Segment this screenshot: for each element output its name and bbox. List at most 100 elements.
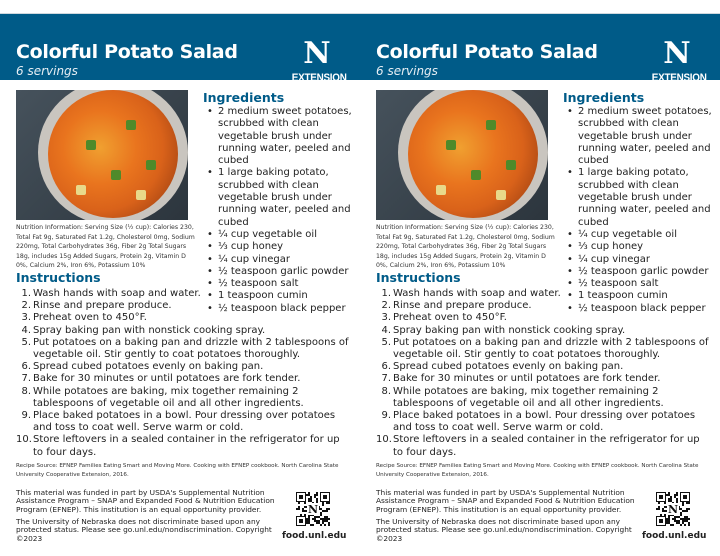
qr-code[interactable]: N (296, 492, 330, 527)
ingredient-item: ½ teaspoon garlic powder (563, 266, 713, 279)
step-text: Bake for 30 minutes or until potatoes ar… (33, 373, 301, 385)
step-number: 6. (381, 361, 391, 373)
instruction-step: 1. Wash hands with soap and water. (16, 288, 352, 300)
step-number: 2. (381, 300, 391, 312)
nutrition-info: Nutrition Information: Serving Size (½ c… (376, 224, 555, 270)
step-number: 7. (381, 373, 391, 385)
ingredients-list: 2 medium sweet potatoes, scrubbed with c… (563, 106, 713, 315)
step-number: 9. (381, 410, 391, 422)
step-number: 4. (381, 324, 391, 336)
nebraska-n-logo: N (303, 36, 331, 71)
step-text: Store leftovers in a sealed container in… (393, 434, 700, 458)
ingredient-item: ¼ cup vegetable oil (203, 229, 353, 242)
step-number: 10. (16, 434, 32, 446)
step-number: 3. (381, 312, 391, 324)
ingredient-item: ⅓ cup honey (563, 241, 713, 254)
recipe-title: Colorful Potato Salad (16, 41, 238, 63)
instruction-step: 9. Place baked potatoes in a bowl. Pour d… (16, 410, 352, 434)
servings: 6 servings (376, 64, 438, 78)
header-band: Colorful Potato Salad 6 servings N EXTEN… (360, 13, 720, 84)
step-text: Spray baking pan with nonstick cooking s… (33, 324, 266, 336)
instruction-step: 2. Rinse and prepare produce. (16, 300, 352, 312)
step-text: Spray baking pan with nonstick cooking s… (393, 324, 626, 336)
instruction-step: 3. Preheat oven to 450°F. (16, 312, 352, 324)
step-text: Spread cubed potatoes evenly on baking p… (33, 361, 264, 373)
svg-text:N: N (308, 503, 318, 516)
recipe-source: Recipe Source: EFNEP Families Eating Sma… (16, 463, 339, 478)
ingredient-item: 1 large baking potato, scrubbed with cle… (203, 167, 353, 228)
instruction-step: 6. Spread cubed potatoes evenly on baking… (376, 361, 712, 373)
step-text: Place baked potatoes in a bowl. Pour dre… (33, 410, 336, 434)
step-number: 5. (381, 336, 391, 348)
instruction-step: 5. Put potatoes on a baking pan and drizz… (376, 337, 712, 361)
step-number: 1. (21, 288, 31, 299)
instruction-step: 10. Store leftovers in a sealed container… (16, 434, 352, 458)
step-number: 5. (21, 336, 31, 348)
ingredients-heading: Ingredients (203, 90, 285, 105)
funding-statement: This material was funded in part by USDA… (16, 488, 275, 514)
nondiscrimination-statement: The University of Nebraska does not disc… (376, 517, 632, 543)
potato-salad-photo (16, 90, 188, 220)
step-number: 8. (381, 385, 391, 397)
instructions-list: 1. Wash hands with soap and water. 2. Rinse… (16, 288, 352, 459)
step-text: Wash hands with soap and water. (393, 288, 561, 299)
instructions-heading: Instructions (16, 270, 101, 285)
ingredients-list: 2 medium sweet potatoes, scrubbed with c… (203, 106, 353, 315)
potato-salad-photo (376, 90, 548, 220)
step-text: While potatoes are baking, mix together … (393, 385, 664, 409)
website-link[interactable]: food.unl.edu (282, 531, 347, 541)
ingredient-item: 1 teaspoon cumin (563, 290, 713, 303)
ingredient-item: ¼ cup vinegar (563, 254, 713, 267)
step-text: Store leftovers in a sealed container in… (33, 434, 340, 458)
instruction-step: 6. Spread cubed potatoes evenly on baking… (16, 361, 352, 373)
step-number: 3. (21, 312, 31, 324)
step-text: Preheat oven to 450°F. (33, 312, 147, 324)
ingredient-item: 2 medium sweet potatoes, scrubbed with c… (563, 106, 713, 167)
ingredient-item: ½ teaspoon salt (203, 278, 353, 291)
step-text: Place baked potatoes in a bowl. Pour dre… (393, 410, 696, 434)
recipe-source: Recipe Source: EFNEP Families Eating Sma… (376, 463, 699, 478)
instruction-step: 10. Store leftovers in a sealed container… (376, 434, 712, 458)
instruction-step: 4. Spray baking pan with nonstick cooking… (376, 325, 712, 337)
instruction-step: 4. Spray baking pan with nonstick cooking… (16, 325, 352, 337)
ingredients-heading: Ingredients (563, 90, 645, 105)
step-text: Rinse and prepare produce. (33, 300, 172, 312)
step-text: Preheat oven to 450°F. (393, 312, 507, 324)
qr-code[interactable]: N (656, 492, 690, 527)
ingredient-item: ½ teaspoon black pepper (563, 303, 713, 316)
step-text: Put potatoes on a baking pan and drizzle… (393, 336, 709, 361)
website-link[interactable]: food.unl.edu (642, 531, 707, 541)
instructions-list: 1. Wash hands with soap and water. 2. Rinse… (376, 288, 712, 459)
recipe-card-right: Colorful Potato Salad 6 servings N EXTEN… (360, 0, 720, 556)
instruction-step: 5. Put potatoes on a baking pan and drizz… (16, 337, 352, 361)
instruction-step: 8. While potatoes are baking, mix togethe… (16, 386, 352, 410)
servings: 6 servings (16, 64, 78, 78)
funding-statement: This material was funded in part by USDA… (376, 488, 635, 514)
step-number: 9. (21, 410, 31, 422)
instruction-step: 2. Rinse and prepare produce. (376, 300, 712, 312)
step-number: 7. (21, 373, 31, 385)
ingredient-item: ½ teaspoon black pepper (203, 303, 353, 316)
svg-text:N: N (668, 503, 678, 516)
step-number: 4. (21, 324, 31, 336)
extension-logo-text: EXTENSION (291, 72, 347, 84)
instructions-heading: Instructions (376, 270, 461, 285)
step-text: Spread cubed potatoes evenly on baking p… (393, 361, 624, 373)
step-number: 8. (21, 385, 31, 397)
step-text: Put potatoes on a baking pan and drizzle… (33, 336, 349, 361)
instruction-step: 8. While potatoes are baking, mix togethe… (376, 386, 712, 410)
step-text: Bake for 30 minutes or until potatoes ar… (393, 373, 661, 385)
recipe-card-left: Colorful Potato Salad 6 servings N EXTEN… (0, 0, 360, 556)
extension-logo-text: EXTENSION (651, 72, 707, 84)
instruction-step: 1. Wash hands with soap and water. (376, 288, 712, 300)
step-number: 6. (21, 361, 31, 373)
step-text: Wash hands with soap and water. (33, 288, 201, 299)
ingredient-item: ½ teaspoon salt (563, 278, 713, 291)
step-text: While potatoes are baking, mix together … (33, 385, 304, 409)
nondiscrimination-statement: The University of Nebraska does not disc… (16, 517, 272, 543)
ingredient-item: ⅓ cup honey (203, 241, 353, 254)
ingredient-item: 2 medium sweet potatoes, scrubbed with c… (203, 106, 353, 167)
ingredient-item: ½ teaspoon garlic powder (203, 266, 353, 279)
nutrition-info: Nutrition Information: Serving Size (½ c… (16, 224, 195, 270)
ingredient-item: 1 large baking potato, scrubbed with cle… (563, 167, 713, 228)
